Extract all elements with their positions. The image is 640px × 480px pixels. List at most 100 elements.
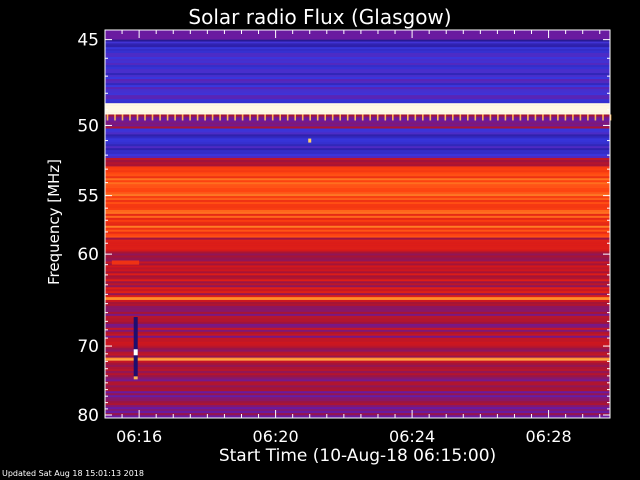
spectrum-band-row xyxy=(105,154,610,157)
spectrum-band-row xyxy=(105,166,610,169)
spectrum-band-row xyxy=(105,217,610,221)
spectrum-band-row xyxy=(105,211,610,215)
spectrum-band-row xyxy=(105,202,610,205)
interference-tick xyxy=(159,114,161,121)
spectrum-band-row xyxy=(105,301,610,305)
interference-tick xyxy=(189,114,191,121)
spectrum-band-row xyxy=(105,203,610,207)
spectrum-band-row xyxy=(105,243,610,246)
spectrum-band-row xyxy=(105,385,610,388)
plot-frame xyxy=(104,29,611,419)
spectrum-band-row xyxy=(105,247,610,250)
spectrum-band-row xyxy=(105,364,610,368)
spectrum-band-row xyxy=(105,73,610,76)
spectrum-band-row xyxy=(105,188,610,191)
spectrum-band-row xyxy=(105,62,610,66)
spectrum-band-row xyxy=(105,359,610,361)
interference-tick xyxy=(114,114,116,121)
spectrum-band-row xyxy=(105,144,610,147)
interference-tick xyxy=(422,114,424,121)
spectrum-band-row xyxy=(105,343,610,346)
spectrum-band-row xyxy=(105,71,610,74)
spectrum-band-row xyxy=(105,319,610,323)
spectrum-band-row xyxy=(105,231,610,234)
spectrum-band-row xyxy=(105,184,610,187)
spectrum-band-row xyxy=(105,140,610,143)
interference-tick xyxy=(489,114,492,121)
spectrum-band-row xyxy=(105,405,610,408)
spectrum-band-row xyxy=(105,267,610,270)
interference-tick xyxy=(587,114,589,121)
spectrum-band-row xyxy=(105,377,610,380)
interference-tick xyxy=(437,114,439,121)
interference-tick xyxy=(534,114,537,121)
spectrum-band-row xyxy=(105,411,610,414)
spectrum-band-row xyxy=(105,168,610,171)
interference-tick xyxy=(519,114,522,121)
interference-tick xyxy=(564,114,567,121)
spectrum-band-row xyxy=(105,277,610,280)
interference-tick xyxy=(301,114,304,121)
interference-tick xyxy=(602,114,604,121)
spectrum-band-row xyxy=(105,41,610,44)
interference-tick xyxy=(204,114,206,121)
spectrum-band-row xyxy=(105,219,610,223)
spectrum-band-row xyxy=(105,291,610,294)
spectrum-band-row xyxy=(105,152,610,155)
spectrum-band-row xyxy=(105,52,610,56)
spectrum-band-row xyxy=(105,379,610,382)
spectrum-band-row xyxy=(105,43,610,46)
spectrum-band-row xyxy=(105,122,610,125)
spectrum-band-row xyxy=(105,360,610,364)
interference-tick xyxy=(459,114,462,121)
x-tick-label: 06:20 xyxy=(253,427,299,446)
spectrum-band-row xyxy=(105,333,610,337)
y-tick-label: 70 xyxy=(77,337,99,357)
spectrum-band-row xyxy=(105,381,610,384)
spectrum-band-row xyxy=(105,67,610,70)
x-tick-label: 06:16 xyxy=(116,427,162,446)
spectrum-band-row xyxy=(105,182,610,185)
spectrum-band-row xyxy=(105,237,610,240)
interference-tick xyxy=(346,114,349,121)
interference-tick xyxy=(429,114,432,121)
spectrum-band-row xyxy=(105,54,610,58)
interference-tick xyxy=(226,114,229,121)
spectrum-band-row xyxy=(105,146,610,149)
spectrum-band-row xyxy=(105,281,610,284)
spectrum-band-row xyxy=(105,227,610,231)
burst-end xyxy=(133,376,138,380)
spectrum-band-row xyxy=(105,235,610,238)
spectrum-band-row xyxy=(105,178,610,181)
spectrum-band-row xyxy=(105,289,610,292)
y-tick-label: 60 xyxy=(77,245,99,265)
spectrum-band-row xyxy=(105,112,610,115)
interference-tick xyxy=(249,114,251,121)
spectrum-band-row xyxy=(105,118,610,121)
interference-tick xyxy=(497,114,499,121)
spectrum-band-row xyxy=(105,89,610,92)
interference-tick xyxy=(474,114,477,121)
spectrum-band-row xyxy=(105,95,610,98)
spectrum-band-row xyxy=(105,357,610,360)
spectrum-band-row xyxy=(105,313,610,317)
spectrum-band-row xyxy=(105,233,610,236)
spectrum-band-row xyxy=(105,397,610,400)
spectrum-band-row xyxy=(105,251,610,254)
spectrum-band-row xyxy=(105,387,610,390)
interference-tick xyxy=(294,114,296,121)
interference-tick xyxy=(241,114,244,121)
spectrum-band-row xyxy=(105,130,610,133)
spectrum-band-row xyxy=(105,160,610,163)
spectrum-band-row xyxy=(105,297,610,301)
spectrum-band-row xyxy=(105,395,610,398)
spectrum-band-row xyxy=(105,45,610,48)
spectrum-band-row xyxy=(105,142,610,145)
patch-feature xyxy=(111,260,140,265)
interference-tick xyxy=(361,114,364,121)
interference-tick xyxy=(256,114,259,121)
spectrum-band-row xyxy=(105,221,610,225)
interference-tick xyxy=(579,114,582,121)
spectrum-band-row xyxy=(105,194,610,197)
spectrum-band-row xyxy=(105,170,610,173)
